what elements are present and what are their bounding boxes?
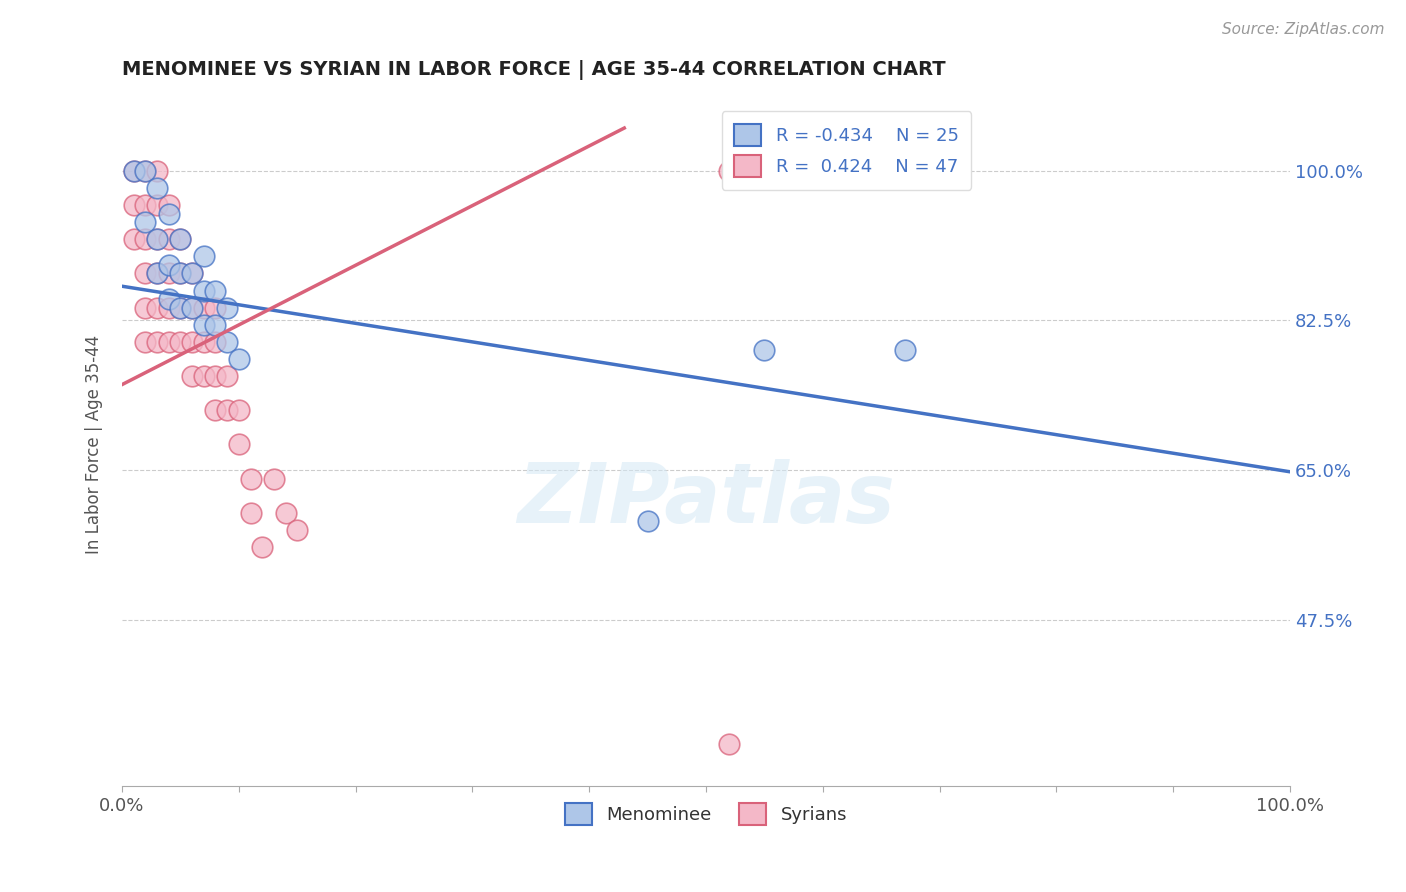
Text: Source: ZipAtlas.com: Source: ZipAtlas.com <box>1222 22 1385 37</box>
Point <box>169 301 191 315</box>
Point <box>181 369 204 384</box>
Point <box>718 737 741 751</box>
Point <box>169 267 191 281</box>
Point <box>122 198 145 212</box>
Point <box>217 301 239 315</box>
Point <box>134 334 156 349</box>
Point <box>193 318 215 332</box>
Point <box>157 334 180 349</box>
Point <box>122 163 145 178</box>
Point <box>146 334 169 349</box>
Point <box>263 472 285 486</box>
Point <box>239 472 262 486</box>
Point <box>250 540 273 554</box>
Point <box>285 523 308 537</box>
Point <box>134 198 156 212</box>
Point <box>181 267 204 281</box>
Point <box>134 301 156 315</box>
Point <box>893 343 915 358</box>
Point <box>146 198 169 212</box>
Point <box>204 284 226 298</box>
Point <box>134 267 156 281</box>
Point <box>169 334 191 349</box>
Point <box>181 334 204 349</box>
Point <box>157 301 180 315</box>
Point <box>204 369 226 384</box>
Point <box>217 403 239 417</box>
Point <box>157 206 180 220</box>
Point <box>146 267 169 281</box>
Point <box>146 232 169 246</box>
Point <box>193 369 215 384</box>
Point <box>217 369 239 384</box>
Point <box>134 232 156 246</box>
Point <box>754 343 776 358</box>
Point <box>157 198 180 212</box>
Point <box>204 403 226 417</box>
Point <box>169 267 191 281</box>
Point <box>134 163 156 178</box>
Point <box>181 301 204 315</box>
Point <box>204 318 226 332</box>
Point <box>239 506 262 520</box>
Point <box>157 232 180 246</box>
Legend: Menominee, Syrians: Menominee, Syrians <box>558 796 855 832</box>
Point <box>204 301 226 315</box>
Point <box>193 301 215 315</box>
Point <box>122 163 145 178</box>
Text: MENOMINEE VS SYRIAN IN LABOR FORCE | AGE 35-44 CORRELATION CHART: MENOMINEE VS SYRIAN IN LABOR FORCE | AGE… <box>122 60 946 79</box>
Point <box>193 334 215 349</box>
Point <box>146 181 169 195</box>
Point <box>134 215 156 229</box>
Point <box>193 284 215 298</box>
Y-axis label: In Labor Force | Age 35-44: In Labor Force | Age 35-44 <box>86 334 103 554</box>
Point <box>157 258 180 272</box>
Point <box>169 232 191 246</box>
Point <box>157 267 180 281</box>
Point <box>169 232 191 246</box>
Point <box>228 437 250 451</box>
Point <box>718 163 741 178</box>
Point <box>181 301 204 315</box>
Point <box>146 232 169 246</box>
Point <box>169 301 191 315</box>
Point <box>134 163 156 178</box>
Point <box>228 403 250 417</box>
Point <box>193 249 215 263</box>
Point <box>274 506 297 520</box>
Point <box>228 351 250 366</box>
Point <box>146 163 169 178</box>
Point <box>204 334 226 349</box>
Point <box>157 292 180 306</box>
Point <box>217 334 239 349</box>
Text: ZIPatlas: ZIPatlas <box>517 458 896 540</box>
Point <box>637 515 659 529</box>
Point <box>122 232 145 246</box>
Point <box>181 267 204 281</box>
Point <box>146 301 169 315</box>
Point <box>146 267 169 281</box>
